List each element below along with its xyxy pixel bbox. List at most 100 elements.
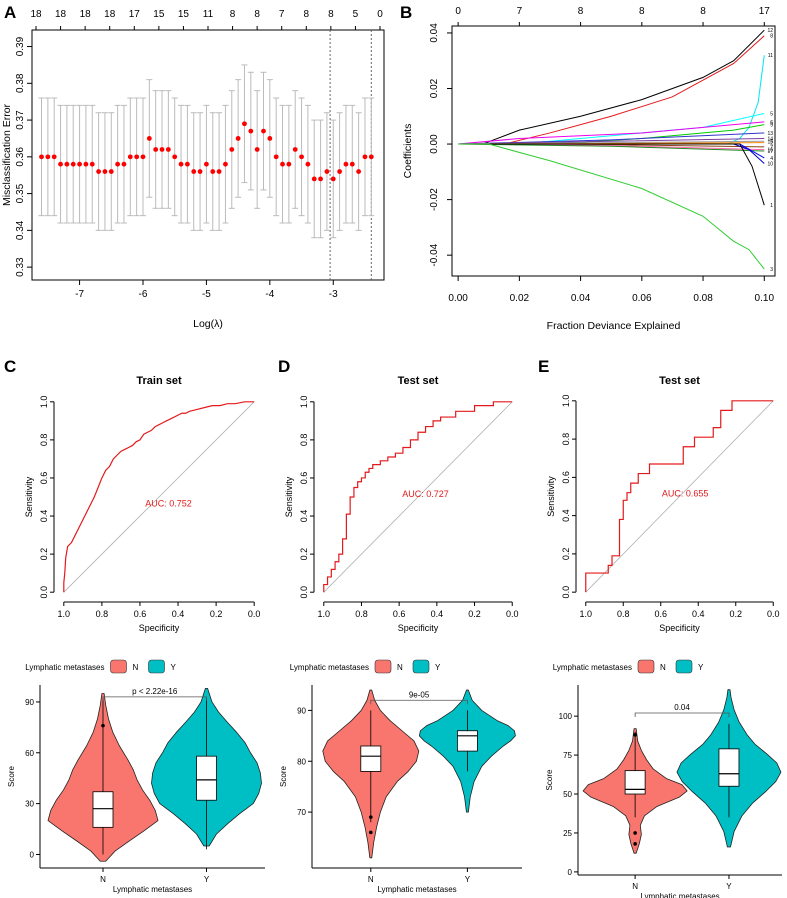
y-axis-label: Score xyxy=(545,769,554,790)
panel-letter-b: B xyxy=(400,3,412,22)
x-tick-label: Y xyxy=(204,875,210,884)
x-tick-label: 0.2 xyxy=(210,609,223,619)
cv-point xyxy=(368,154,374,160)
y-tick-label: -0.04 xyxy=(429,243,440,266)
cv-point xyxy=(172,154,178,160)
panel-letter-c: C xyxy=(4,357,16,376)
cv-point xyxy=(159,147,165,152)
cv-point xyxy=(305,161,311,167)
cv-point xyxy=(146,136,152,141)
panel-letter-d: D xyxy=(278,357,290,376)
top-axis-count: 8 xyxy=(230,9,236,20)
y-tick-label: 1.0 xyxy=(39,396,49,409)
y-tick-label: 0.0 xyxy=(39,586,49,599)
y-tick-label: 0.6 xyxy=(299,472,309,485)
y-tick-label: 50 xyxy=(563,790,572,799)
cv-point xyxy=(216,169,222,174)
top-axis-count: 18 xyxy=(80,9,92,20)
x-tick-label: -5 xyxy=(202,289,211,300)
cv-point xyxy=(235,136,241,141)
y-tick-label: 25 xyxy=(563,829,572,838)
x-tick-label: 0.10 xyxy=(755,293,775,304)
top-axis-count: 8 xyxy=(254,9,260,20)
cv-point xyxy=(292,147,298,152)
x-axis-label: Fraction Deviance Explained xyxy=(547,320,681,332)
top-axis-count: 0 xyxy=(377,9,383,20)
coef-path-label: 14 xyxy=(767,137,773,143)
cv-point xyxy=(58,161,63,167)
roc-curve xyxy=(323,401,513,593)
legend-label: N xyxy=(660,663,666,672)
coef-path-line xyxy=(458,143,765,270)
y-tick-label: 0.39 xyxy=(15,36,26,56)
cv-point xyxy=(299,154,304,160)
x-tick-label: N xyxy=(632,882,638,891)
box-iqr xyxy=(718,748,740,787)
coef-path-line xyxy=(458,121,765,145)
cv-point xyxy=(343,161,349,167)
chance-diagonal xyxy=(323,401,513,593)
cv-point xyxy=(153,147,159,152)
coef-path-label: 17 xyxy=(767,149,773,155)
cv-point xyxy=(165,147,171,152)
cv-point xyxy=(318,176,323,182)
legend-label: Y xyxy=(435,663,441,672)
significance-bracket xyxy=(102,696,207,701)
y-tick-label: 0.35 xyxy=(15,183,26,203)
cv-point xyxy=(108,169,114,174)
significance-bracket xyxy=(634,712,730,718)
cv-point xyxy=(210,169,216,174)
cv-point xyxy=(356,169,362,174)
y-tick-label: 0.8 xyxy=(39,434,49,447)
y-axis-label: Sensitivity xyxy=(24,476,34,517)
x-tick-label: 0.04 xyxy=(571,293,591,304)
chart-title: Test set xyxy=(659,375,700,387)
box-outlier xyxy=(633,733,637,737)
coef-path-label: 7 xyxy=(770,145,773,151)
cv-point xyxy=(83,161,89,167)
y-tick-label: 30 xyxy=(25,800,34,809)
auc-label: AUC: 0.752 xyxy=(145,499,192,509)
x-tick-label: 1.0 xyxy=(579,609,592,619)
box-outlier xyxy=(369,830,373,835)
y-tick-label: 0.8 xyxy=(299,434,309,447)
p-value-label: 9e-05 xyxy=(409,690,430,699)
x-tick-label: 0.0 xyxy=(248,609,261,619)
cv-point xyxy=(102,169,108,174)
panel-e-roc-test: Test set 1.0 0.8 0.6 0.4 0.2 0.0 Specificity 0.0… xyxy=(546,375,780,633)
cv-point xyxy=(280,161,285,167)
legend-label: N xyxy=(133,663,139,672)
p-value-label: p < 2.22e-16 xyxy=(132,687,178,696)
x-tick-label: 0.6 xyxy=(134,609,147,619)
panel-b-coef-path: 0 7 8 8 8 170.00 0.02 0.04 0.06 0.08 0.10Fraction … xyxy=(402,6,776,332)
top-axis-count: 17 xyxy=(129,9,141,20)
x-tick-label: Y xyxy=(726,882,732,891)
top-axis-count: 18 xyxy=(30,9,42,20)
x-tick-label: 0.4 xyxy=(692,609,705,619)
x-tick-label: 0.00 xyxy=(448,293,468,304)
coef-path-line xyxy=(458,143,765,164)
x-axis-label: Specificity xyxy=(659,623,700,633)
y-tick-label: 0.34 xyxy=(15,220,26,240)
top-axis-count: 8 xyxy=(328,9,334,20)
cv-point xyxy=(286,161,292,167)
panel-letter-e: E xyxy=(538,357,549,376)
legend-swatch xyxy=(675,659,693,674)
x-tick-label: 0.06 xyxy=(632,293,652,304)
panel-a-cv-plot: 18 18 18 18 17 15 15 11 8 8 7 8 8 5 0 -7 -6 -5 -4 -3 Log(λ) 0… xyxy=(1,9,385,330)
chart-title: Test set xyxy=(398,375,439,387)
cv-point xyxy=(39,154,44,160)
auc-label: AUC: 0.727 xyxy=(402,489,449,499)
cv-point xyxy=(248,128,254,134)
coef-path-label: 10 xyxy=(767,162,773,168)
coef-path-line xyxy=(458,143,765,152)
cv-point xyxy=(267,136,273,141)
x-tick-label: 0.4 xyxy=(431,609,444,619)
cv-point xyxy=(261,128,266,134)
y-tick-label: 70 xyxy=(297,808,306,817)
coef-path-label: 13 xyxy=(767,131,773,137)
cv-point xyxy=(204,161,209,167)
coef-path-label: 4 xyxy=(770,156,773,162)
cv-point xyxy=(45,154,51,160)
